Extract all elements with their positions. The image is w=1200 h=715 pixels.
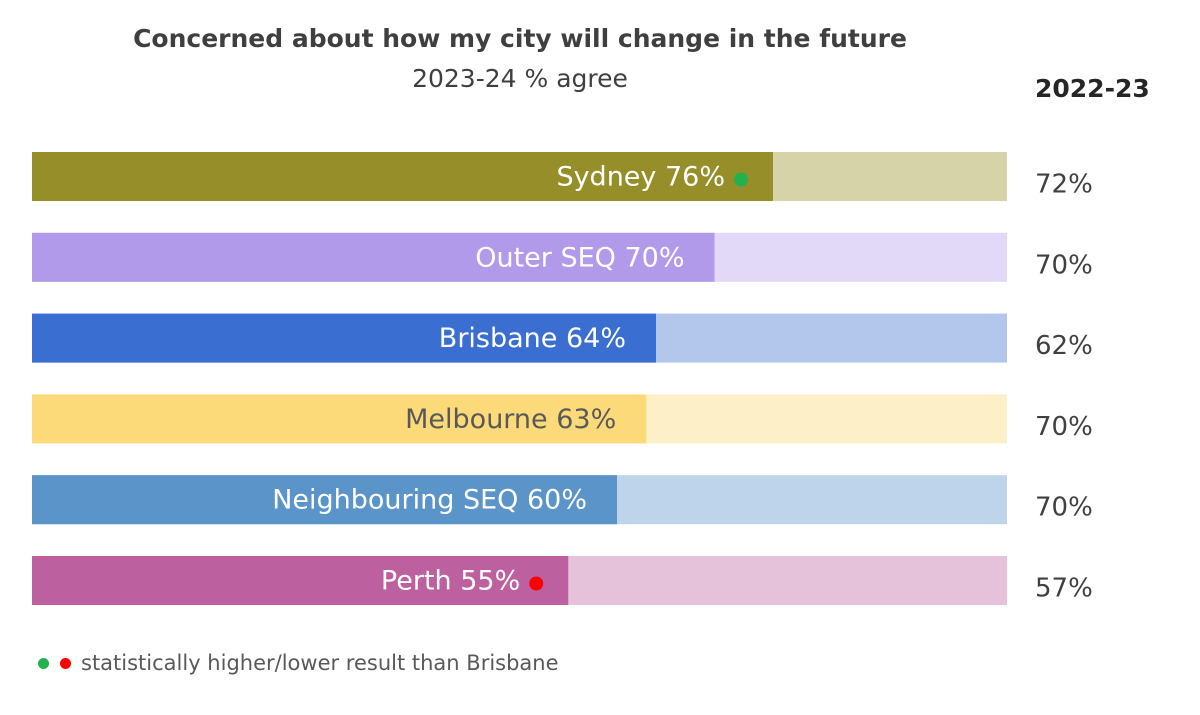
bar-label: Brisbane 64% <box>439 323 626 354</box>
bar-label: Outer SEQ 70% <box>475 242 684 273</box>
bar <box>32 232 715 282</box>
bar <box>32 313 656 363</box>
comparison-column-header: 2022-23 <box>1035 74 1150 103</box>
legend-text: statistically higher/lower result than B… <box>81 651 559 675</box>
bar-label: Perth 55% <box>381 566 520 597</box>
bar <box>32 394 647 444</box>
significance-dot <box>734 172 748 187</box>
significance-legend: statistically higher/lower result than B… <box>38 651 559 675</box>
chart-subtitle: 2023-24 % agree <box>412 64 628 93</box>
previous-value-label: 70% <box>1035 493 1093 523</box>
bar <box>32 152 773 201</box>
bar <box>32 475 617 525</box>
legend-lower-dot <box>60 657 71 669</box>
legend-higher-dot <box>38 657 49 669</box>
previous-value-label: 57% <box>1035 574 1093 604</box>
bar-label: Neighbouring SEQ 60% <box>272 485 587 516</box>
previous-value-label: 72% <box>1035 170 1093 200</box>
previous-value-label: 62% <box>1035 331 1093 361</box>
bar-label: Sydney 76% <box>556 162 725 193</box>
previous-value-label: 70% <box>1035 412 1093 442</box>
bar-label: Melbourne 63% <box>405 404 616 435</box>
significance-dot <box>529 576 544 591</box>
bar <box>32 556 569 605</box>
chart-title: Concerned about how my city will change … <box>133 24 907 53</box>
previous-value-label: 70% <box>1035 250 1093 280</box>
